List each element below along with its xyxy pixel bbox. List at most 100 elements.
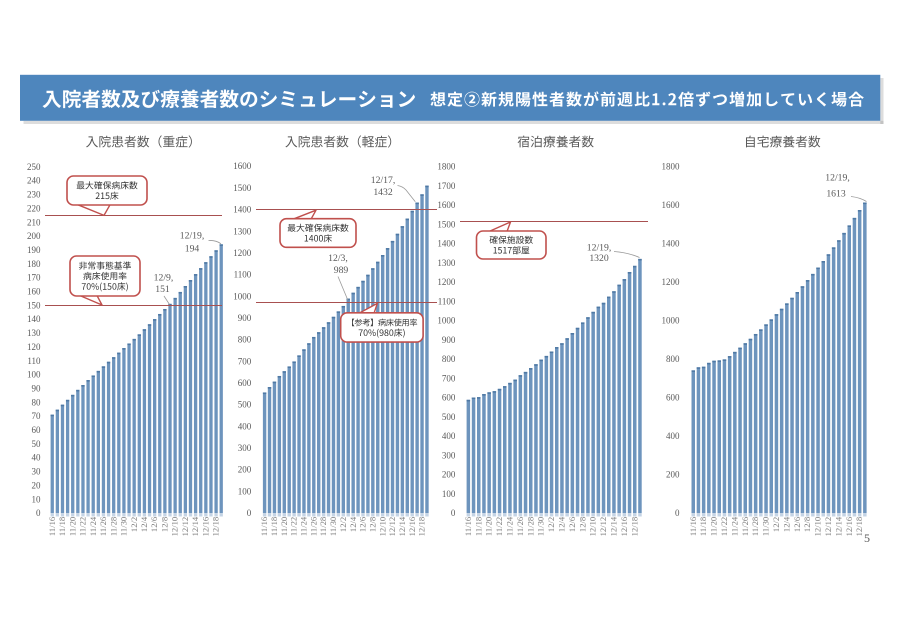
svg-text:11/16: 11/16 — [463, 516, 473, 536]
svg-text:12/10: 12/10 — [170, 517, 180, 537]
svg-text:1400: 1400 — [437, 239, 456, 249]
svg-text:800: 800 — [442, 354, 456, 364]
svg-text:11/22: 11/22 — [494, 517, 504, 536]
svg-text:989: 989 — [334, 265, 349, 276]
svg-text:140: 140 — [27, 314, 41, 324]
svg-text:12/2: 12/2 — [129, 517, 139, 532]
svg-text:11/18: 11/18 — [473, 517, 483, 536]
svg-text:1600: 1600 — [233, 161, 252, 171]
svg-text:11/22: 11/22 — [289, 517, 299, 536]
svg-text:1700: 1700 — [437, 181, 456, 191]
svg-text:12/12: 12/12 — [598, 517, 608, 537]
svg-text:150: 150 — [27, 300, 41, 310]
svg-text:220: 220 — [27, 203, 41, 213]
svg-text:11/28: 11/28 — [750, 517, 760, 536]
svg-text:11/24: 11/24 — [729, 516, 739, 536]
svg-text:1100: 1100 — [234, 270, 252, 280]
svg-text:120: 120 — [27, 342, 41, 352]
svg-text:200: 200 — [27, 231, 41, 241]
svg-text:11/30: 11/30 — [119, 517, 129, 536]
svg-text:180: 180 — [27, 259, 41, 269]
svg-text:12/18: 12/18 — [854, 517, 864, 537]
svg-text:0: 0 — [451, 508, 456, 518]
svg-text:12/3,: 12/3, — [328, 253, 348, 264]
svg-text:12/6: 12/6 — [358, 516, 368, 532]
svg-text:200: 200 — [238, 465, 252, 475]
svg-text:230: 230 — [27, 190, 41, 200]
svg-text:12/8: 12/8 — [577, 517, 587, 532]
svg-text:1613: 1613 — [826, 188, 846, 199]
svg-text:11/22: 11/22 — [78, 517, 88, 536]
svg-text:12/18: 12/18 — [211, 517, 221, 537]
svg-text:11/30: 11/30 — [328, 517, 338, 536]
svg-text:12/4: 12/4 — [557, 516, 567, 532]
svg-text:11/18: 11/18 — [57, 517, 67, 536]
svg-text:300: 300 — [238, 443, 252, 453]
svg-text:0: 0 — [675, 508, 680, 518]
svg-text:12/16: 12/16 — [407, 516, 417, 536]
svg-text:12/19,: 12/19, — [587, 243, 612, 254]
svg-text:1200: 1200 — [437, 277, 456, 287]
svg-text:11/20: 11/20 — [484, 517, 494, 536]
svg-text:11/28: 11/28 — [318, 517, 328, 536]
svg-text:11/26: 11/26 — [98, 516, 108, 536]
svg-text:11/26: 11/26 — [308, 516, 318, 536]
svg-text:400: 400 — [442, 431, 456, 441]
svg-text:400: 400 — [666, 431, 680, 441]
svg-text:1000: 1000 — [662, 316, 681, 326]
svg-text:1600: 1600 — [437, 200, 456, 210]
svg-text:1500: 1500 — [233, 183, 252, 193]
svg-text:12/2: 12/2 — [338, 517, 348, 532]
svg-text:800: 800 — [238, 335, 252, 345]
svg-text:170: 170 — [27, 273, 41, 283]
svg-text:190: 190 — [27, 245, 41, 255]
svg-text:12/16: 12/16 — [200, 516, 210, 536]
svg-text:1600: 1600 — [662, 200, 681, 210]
svg-text:194: 194 — [185, 243, 200, 254]
svg-text:300: 300 — [442, 450, 456, 460]
svg-text:12/4: 12/4 — [781, 516, 791, 532]
svg-text:11/28: 11/28 — [525, 517, 535, 536]
svg-text:1320: 1320 — [589, 253, 609, 264]
svg-text:12/19,: 12/19, — [825, 173, 850, 184]
svg-text:12/2: 12/2 — [771, 517, 781, 532]
svg-text:90: 90 — [32, 383, 42, 393]
svg-text:1300: 1300 — [233, 226, 252, 236]
svg-text:12/9,: 12/9, — [154, 272, 174, 283]
svg-text:1800: 1800 — [662, 162, 681, 172]
svg-text:11/28: 11/28 — [108, 517, 118, 536]
svg-text:12/10: 12/10 — [813, 517, 823, 537]
svg-text:11/24: 11/24 — [88, 516, 98, 536]
svg-text:400: 400 — [238, 421, 252, 431]
svg-text:110: 110 — [27, 356, 41, 366]
svg-text:12/14: 12/14 — [609, 516, 619, 536]
svg-text:151: 151 — [155, 284, 170, 295]
svg-text:100: 100 — [238, 486, 252, 496]
svg-text:12/14: 12/14 — [397, 516, 407, 536]
svg-text:60: 60 — [32, 425, 42, 435]
svg-text:100: 100 — [442, 489, 456, 499]
svg-text:11/20: 11/20 — [709, 517, 719, 536]
svg-text:12/12: 12/12 — [180, 517, 190, 537]
svg-text:250: 250 — [27, 162, 41, 172]
svg-text:12/12: 12/12 — [823, 517, 833, 537]
svg-text:11/22: 11/22 — [719, 517, 729, 536]
svg-text:12/8: 12/8 — [367, 517, 377, 532]
svg-text:200: 200 — [666, 470, 680, 480]
svg-text:12/14: 12/14 — [833, 516, 843, 536]
svg-text:11/26: 11/26 — [740, 516, 750, 536]
svg-text:600: 600 — [238, 378, 252, 388]
svg-text:1432: 1432 — [373, 187, 393, 198]
svg-text:11/24: 11/24 — [505, 516, 515, 536]
svg-text:30: 30 — [32, 467, 42, 477]
svg-text:5: 5 — [864, 531, 870, 545]
svg-text:1300: 1300 — [437, 258, 456, 268]
svg-text:12/14: 12/14 — [190, 516, 200, 536]
svg-text:20: 20 — [32, 480, 42, 490]
svg-text:900: 900 — [238, 313, 252, 323]
svg-text:12/6: 12/6 — [567, 516, 577, 532]
svg-text:12/18: 12/18 — [417, 517, 427, 537]
svg-text:11/30: 11/30 — [761, 517, 771, 536]
svg-text:800: 800 — [666, 354, 680, 364]
svg-text:12/6: 12/6 — [792, 516, 802, 532]
